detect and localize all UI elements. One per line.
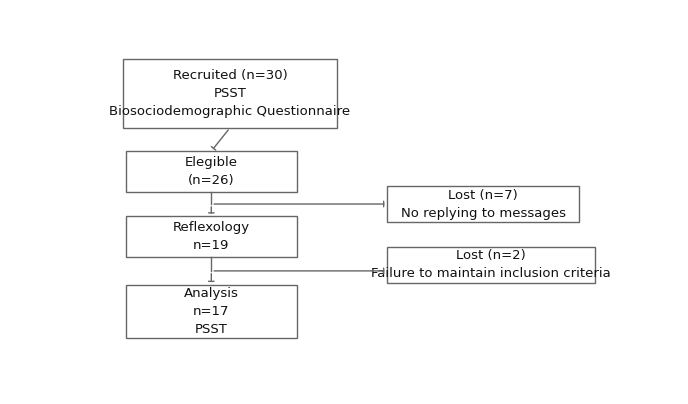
Bar [387, 247, 595, 282]
Text: Recruited (n=30)
PSST
Biosociodemographic Questionnaire: Recruited (n=30) PSST Biosociodemographi… [109, 69, 350, 118]
Text: Analysis
n=17
PSST: Analysis n=17 PSST [184, 287, 239, 336]
Text: Elegible
(n=26): Elegible (n=26) [185, 156, 238, 187]
Text: Lost (n=2)
Failure to maintain inclusion criteria: Lost (n=2) Failure to maintain inclusion… [372, 249, 611, 280]
Text: Reflexology
n=19: Reflexology n=19 [173, 221, 250, 252]
Bar [126, 151, 297, 191]
Bar [387, 186, 579, 222]
Bar [126, 285, 297, 338]
Text: Lost (n=7)
No replying to messages: Lost (n=7) No replying to messages [400, 189, 566, 219]
Bar [123, 59, 336, 128]
Bar [126, 217, 297, 257]
